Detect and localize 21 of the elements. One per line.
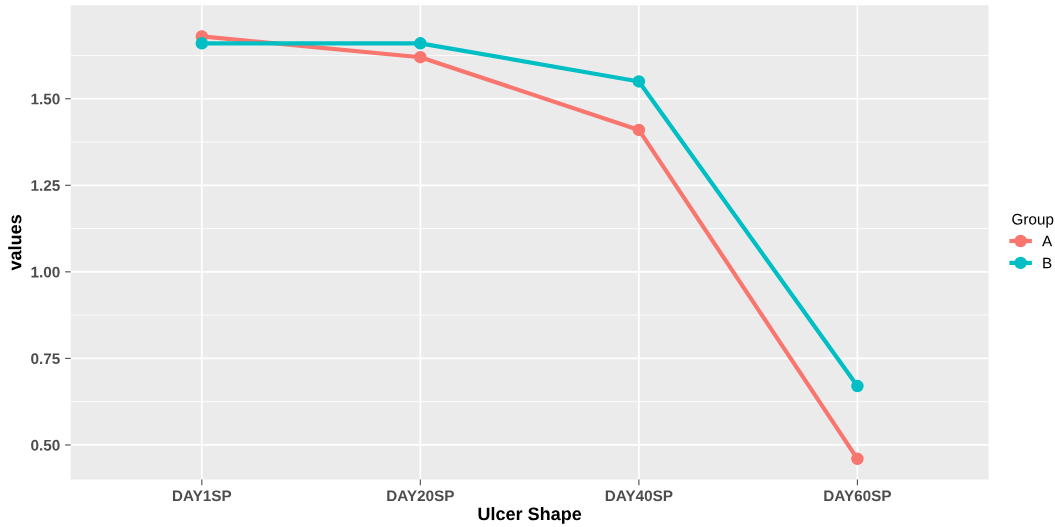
point bbox=[195, 37, 209, 50]
x-tick-label: DAY60SP bbox=[824, 490, 892, 502]
point bbox=[851, 452, 864, 466]
y-tick-label: 1.00 bbox=[31, 266, 60, 278]
point bbox=[632, 123, 646, 137]
x-tick-label: DAY1SP bbox=[172, 490, 232, 502]
legend-label: A bbox=[1042, 235, 1053, 247]
x-tick-label: DAY40SP bbox=[605, 490, 673, 502]
x-axis-title: Ulcer Shape bbox=[478, 507, 582, 524]
y-axis-title: values bbox=[8, 215, 22, 271]
y-tick-label: 1.25 bbox=[31, 180, 60, 191]
y-tick-label: 0.50 bbox=[31, 439, 60, 451]
y-tick-label: 0.75 bbox=[31, 353, 60, 365]
point bbox=[851, 379, 864, 393]
point bbox=[414, 50, 427, 64]
y-tick-label: 1.50 bbox=[31, 93, 60, 105]
x-tick-label: DAY20SP bbox=[387, 490, 454, 502]
point bbox=[414, 37, 427, 50]
legend-label: B bbox=[1043, 257, 1052, 269]
legend-title: Group bbox=[1012, 213, 1054, 228]
point bbox=[632, 75, 646, 88]
